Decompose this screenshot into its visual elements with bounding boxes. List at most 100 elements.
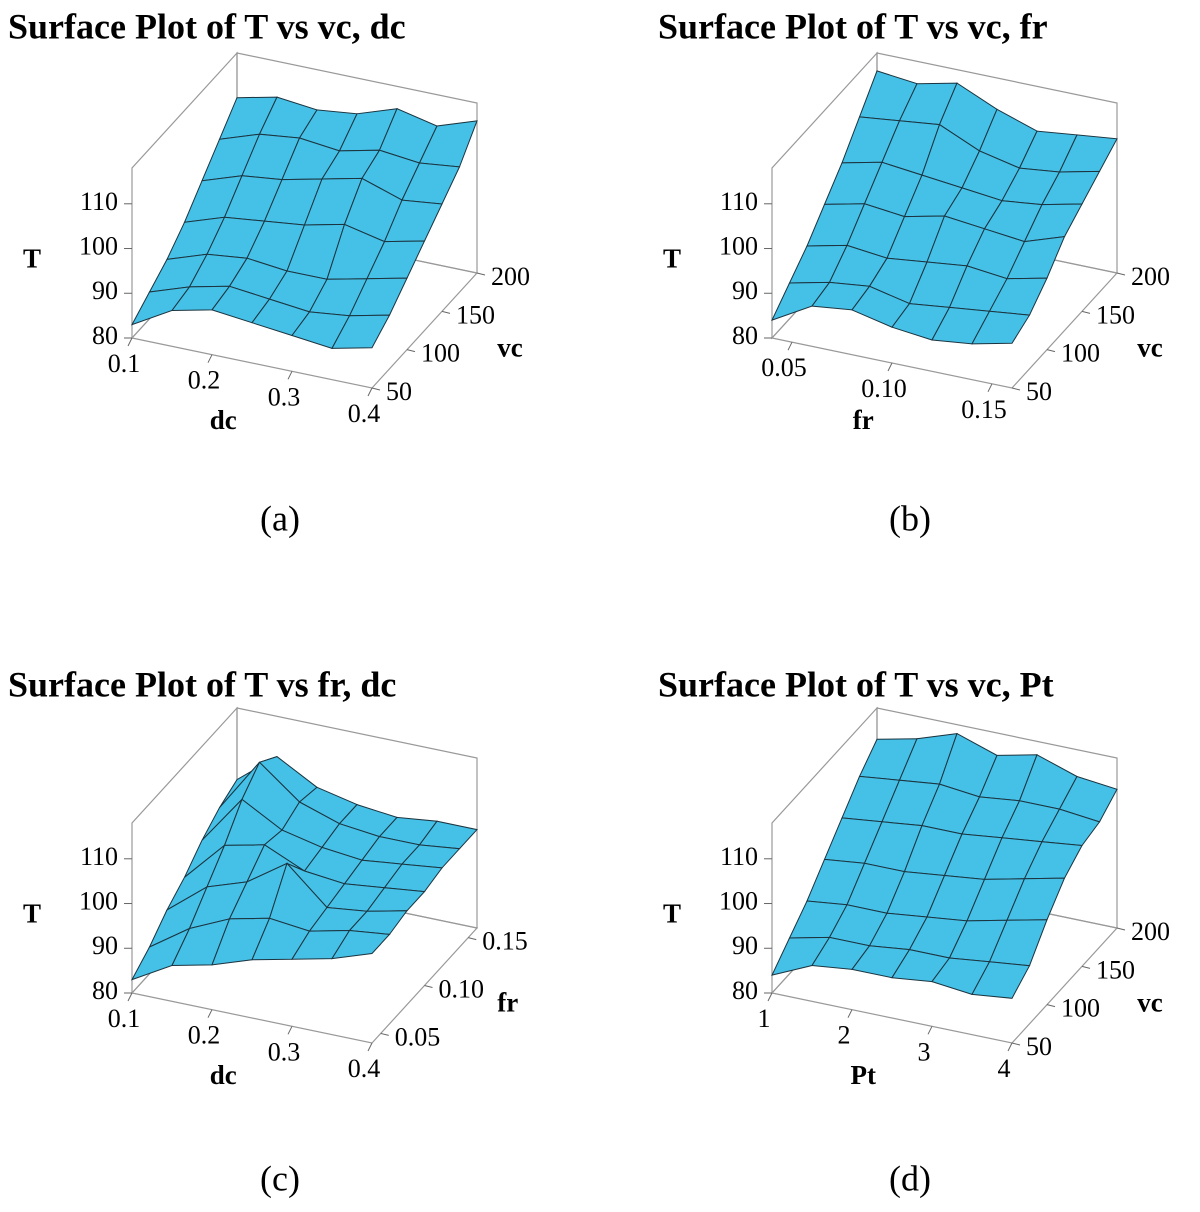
y-tick [1116, 272, 1126, 276]
x-tick-label: 0.05 [761, 353, 807, 382]
y-axis-label: vc [497, 332, 523, 362]
y-axis-label: vc [1137, 987, 1163, 1017]
x-tick [287, 1026, 293, 1035]
z-axis-label: T [663, 899, 681, 929]
chart-title: Surface Plot of T vs vc, dc [8, 6, 406, 46]
x-tick-label: 0.3 [268, 382, 301, 411]
y-tick [1011, 1042, 1021, 1046]
x-tick [367, 1042, 373, 1052]
y-tick-label: 0.10 [439, 974, 485, 1003]
z-axis-label: T [23, 899, 41, 929]
y-tick [1011, 387, 1021, 391]
panel: Surface Plot of T vs fr, dc (c) 80 90 100 110… [8, 664, 528, 1198]
x-tick [207, 1009, 213, 1018]
y-tick [1081, 965, 1091, 969]
panel: Surface Plot of T vs vc, fr (b) 80 90 100 110… [658, 6, 1170, 538]
chart-title: Surface Plot of T vs vc, fr [658, 6, 1048, 46]
y-tick-label: 100 [1061, 339, 1100, 368]
x-tick [847, 1009, 853, 1018]
z-tick-label: 110 [720, 842, 758, 871]
x-axis-label: dc [210, 405, 237, 435]
caption: (d) [889, 1158, 931, 1198]
surface-patch [971, 961, 1031, 999]
y-tick-label: 50 [1026, 1032, 1052, 1061]
z-tick-label: 90 [92, 931, 118, 960]
y-tick [406, 349, 416, 353]
y-tick [424, 985, 433, 988]
z-tick-label: 90 [732, 276, 758, 305]
y-tick-label: 200 [491, 262, 530, 291]
surface-patch [331, 314, 391, 349]
z-tick-label: 110 [720, 187, 758, 216]
x-tick [987, 383, 993, 393]
y-tick-label: 50 [1026, 377, 1052, 406]
z-tick-label: 90 [92, 276, 118, 305]
x-tick-label: 0.1 [108, 349, 141, 378]
y-tick-label: 150 [1096, 300, 1135, 329]
caption: (c) [260, 1158, 300, 1198]
y-tick-label: 200 [1131, 917, 1170, 946]
x-tick [127, 992, 133, 1002]
z-tick-label: 80 [732, 321, 758, 350]
surface-patch [331, 929, 391, 960]
y-tick [1081, 310, 1091, 314]
chart-title: Surface Plot of T vs fr, dc [8, 664, 396, 704]
x-tick [367, 387, 373, 397]
x-axis-label: Pt [850, 1060, 875, 1090]
y-tick-label: 50 [386, 377, 412, 406]
z-tick-label: 100 [79, 886, 118, 915]
panel: Surface Plot of T vs vc, Pt(d)8090100110… [658, 664, 1170, 1198]
y-tick-label: 150 [1096, 955, 1135, 984]
x-tick [767, 992, 773, 1002]
y-tick-label: 100 [421, 339, 460, 368]
z-tick-label: 100 [719, 886, 758, 915]
z-tick-label: 100 [719, 231, 758, 260]
y-tick-label: 0.05 [395, 1022, 441, 1051]
z-tick-label: 110 [80, 187, 118, 216]
panel: Surface Plot of T vs vc, dc (a) 80 90 100 110… [8, 6, 530, 538]
x-tick-label: 4 [998, 1054, 1011, 1083]
z-tick-label: 80 [732, 976, 758, 1005]
x-tick-label: 2 [838, 1021, 851, 1050]
y-tick [371, 387, 381, 391]
y-tick-label: 100 [1061, 994, 1100, 1023]
x-tick [787, 341, 793, 351]
x-tick [887, 362, 893, 372]
x-tick-label: 0.1 [108, 1004, 141, 1033]
x-tick [207, 354, 213, 363]
z-tick-label: 80 [92, 976, 118, 1005]
chart-title: Surface Plot of T vs vc, Pt [658, 664, 1054, 704]
x-axis-label: dc [210, 1060, 237, 1090]
y-tick-label: 150 [456, 300, 495, 329]
x-tick [1007, 1042, 1013, 1052]
x-tick [287, 371, 293, 380]
x-tick-label: 0.10 [861, 374, 907, 403]
x-tick [127, 337, 133, 347]
y-axis-label: vc [1137, 332, 1163, 362]
z-axis-label: T [663, 244, 681, 274]
y-tick [441, 310, 451, 314]
y-tick [1116, 927, 1126, 931]
x-tick [927, 1026, 933, 1035]
y-tick [1046, 349, 1056, 353]
x-axis-label: fr [853, 405, 874, 435]
x-tick-label: 0.2 [188, 1021, 221, 1050]
y-tick [1046, 1004, 1056, 1008]
z-tick-label: 80 [92, 321, 118, 350]
y-tick-label: 200 [1131, 262, 1170, 291]
y-tick [380, 1032, 389, 1036]
caption: (b) [889, 498, 931, 538]
y-tick-label: 0.15 [482, 927, 528, 956]
y-axis-label: fr [497, 987, 518, 1017]
x-tick-label: 3 [918, 1037, 931, 1066]
z-tick-label: 90 [732, 931, 758, 960]
x-tick-label: 0.2 [188, 366, 221, 395]
x-tick-label: 0.4 [348, 399, 381, 428]
z-tick-label: 100 [79, 231, 118, 260]
x-tick-label: 0.4 [348, 1054, 381, 1083]
surface-patch [971, 310, 1031, 345]
x-tick-label: 1 [758, 1004, 771, 1033]
y-tick [468, 937, 477, 941]
x-tick-label: 0.15 [961, 395, 1007, 424]
x-tick-label: 0.3 [268, 1037, 301, 1066]
